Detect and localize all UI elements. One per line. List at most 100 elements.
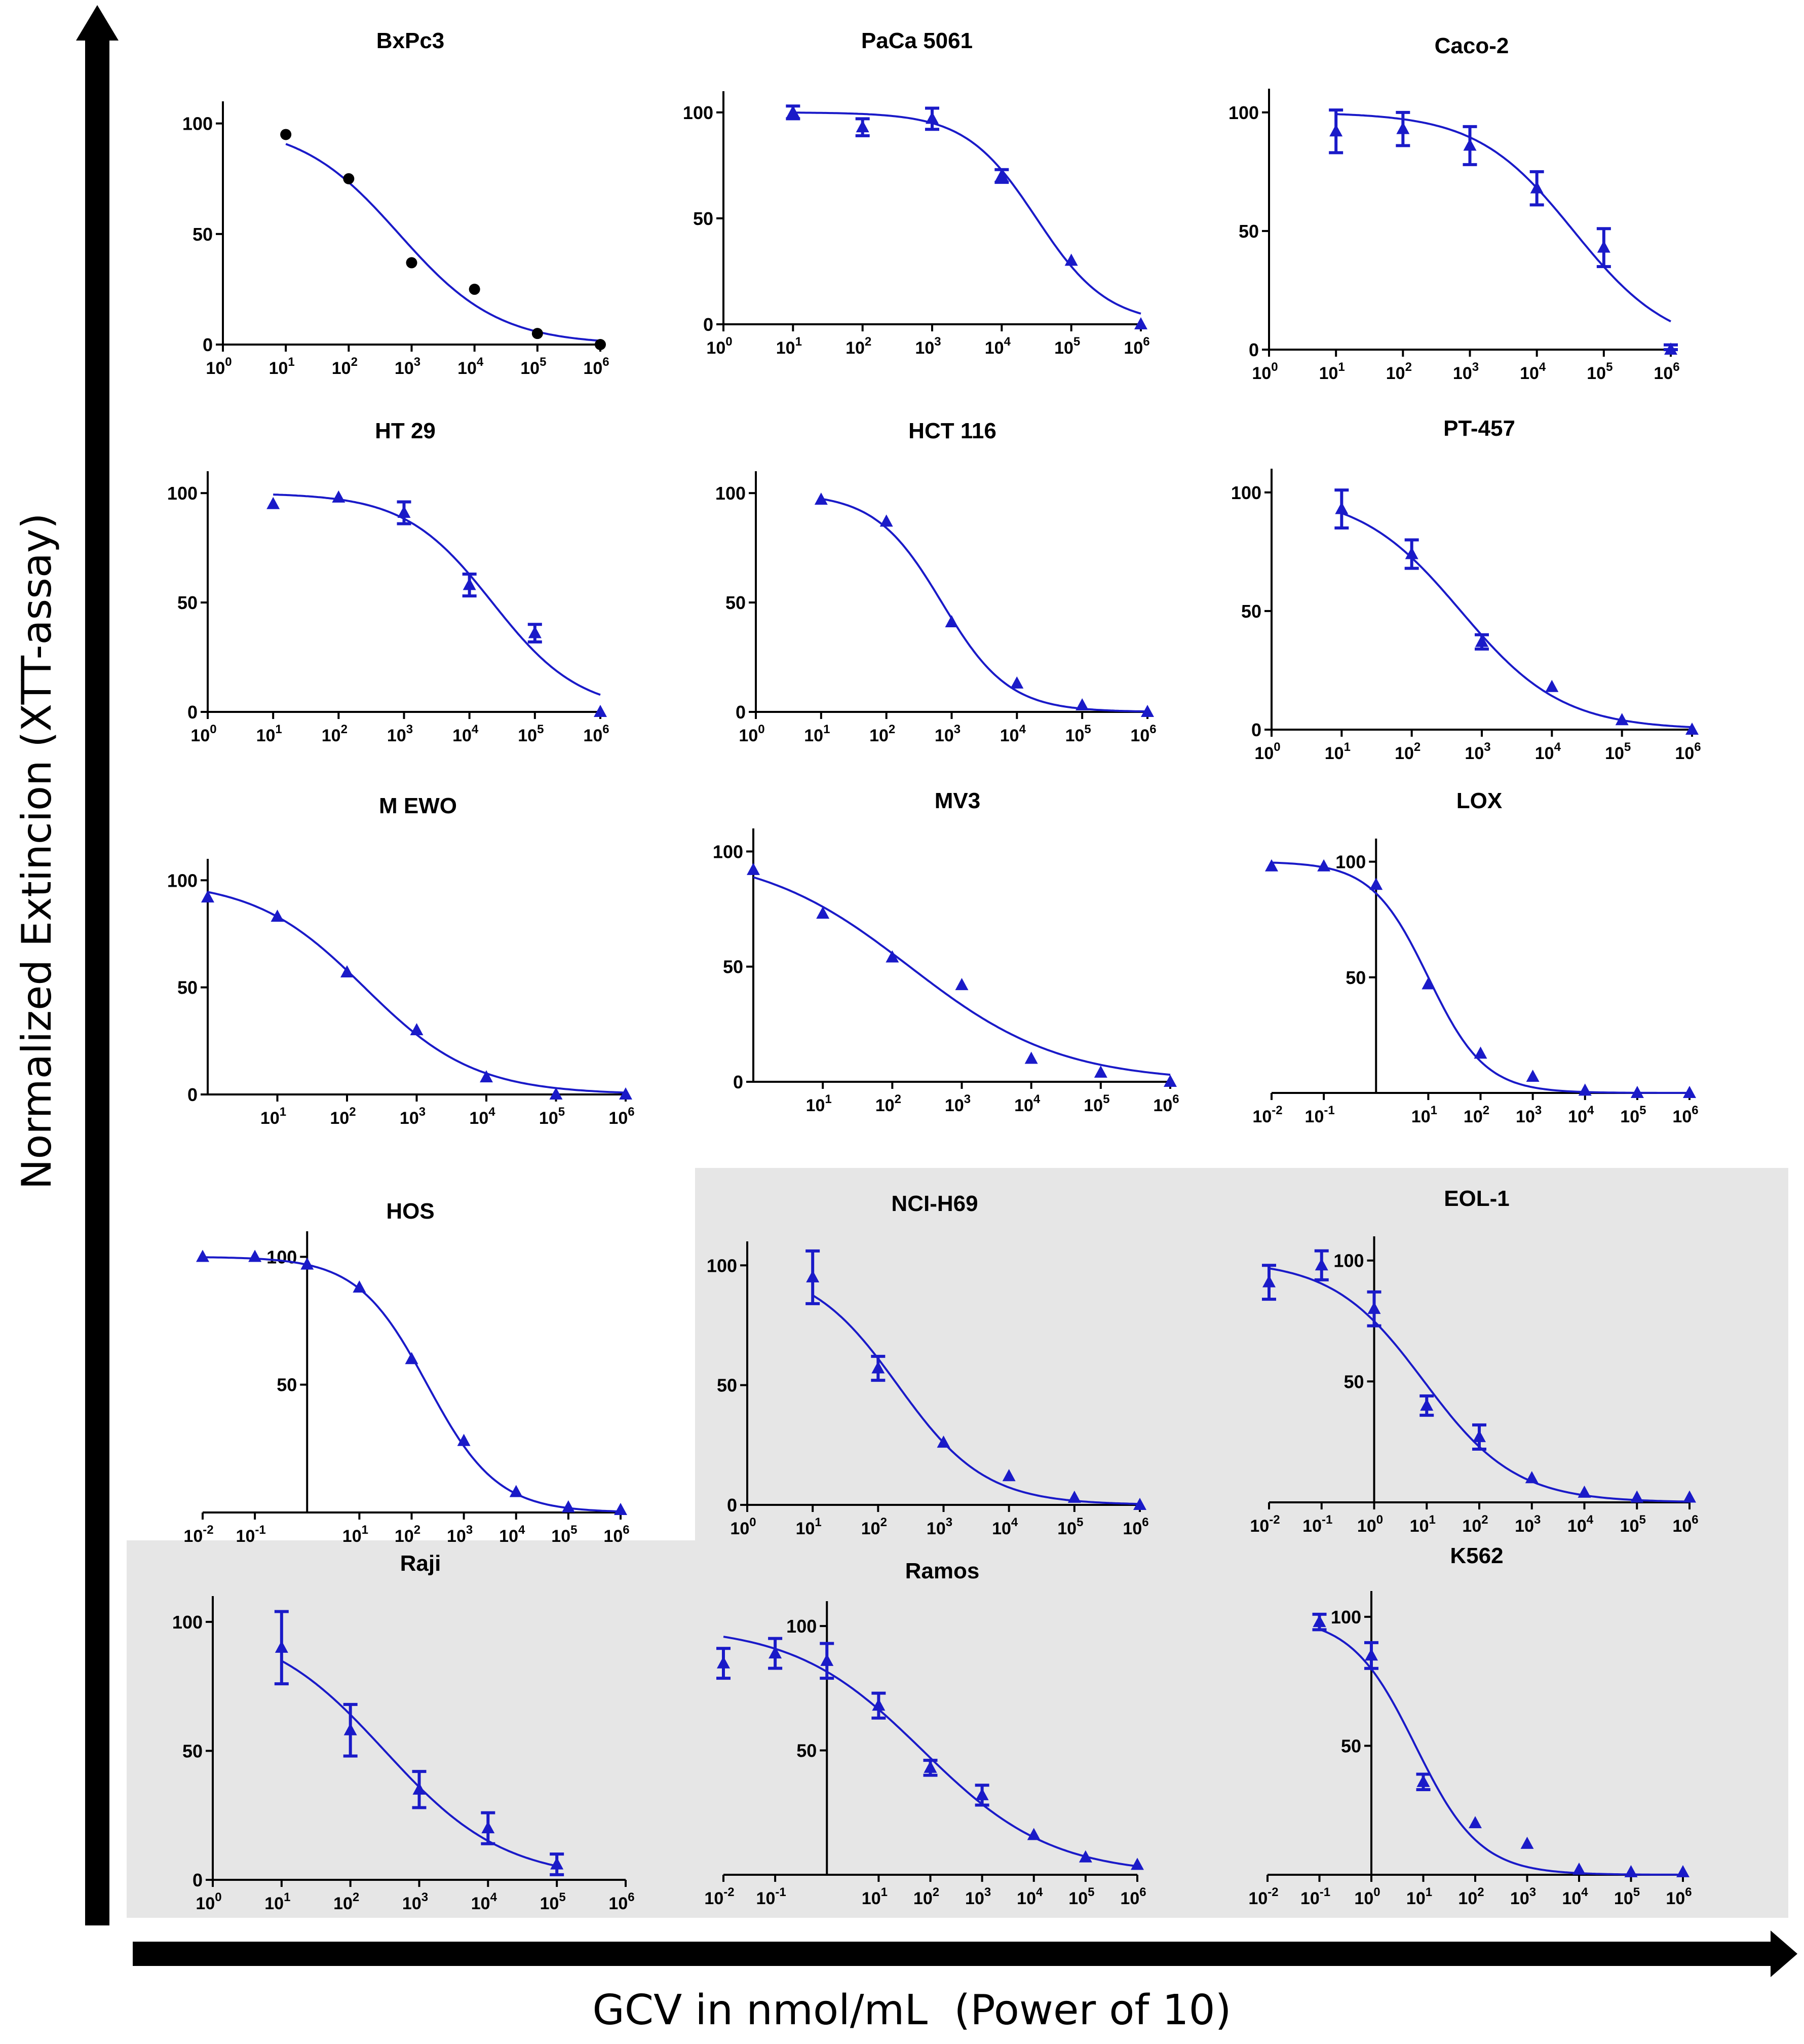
data-point	[1365, 1648, 1378, 1661]
x-tick-label: 102	[1386, 360, 1412, 383]
panel-title: BxPc3	[376, 28, 445, 53]
y-axis-arrow	[76, 5, 119, 1925]
x-tick-label: 103	[965, 1885, 991, 1908]
panel-m-ewo: M EWO 0 50 100 101 102 103 104 105 106	[167, 793, 635, 1128]
data-point	[1067, 1490, 1081, 1503]
y-tick-label: 100	[167, 483, 198, 504]
y-tick-label: 100	[1333, 1251, 1364, 1271]
data-point	[340, 965, 354, 978]
x-tick-label: 100	[190, 723, 216, 745]
x-tick-label: 103	[402, 1890, 428, 1913]
data-point	[1262, 1275, 1276, 1288]
y-tick-label: 0	[1251, 720, 1261, 740]
x-tick-label: 106	[583, 355, 609, 378]
x-tick-label: 103	[935, 723, 961, 745]
panel-hct-116: HCT 116 0 50 100 100 101 102 103 104 105 106	[715, 419, 1157, 745]
data-point	[1475, 634, 1488, 647]
x-tick-label: 101	[1319, 360, 1345, 383]
y-tick-label: 100	[1331, 1607, 1361, 1627]
x-tick-label: 106	[1153, 1092, 1179, 1115]
x-tick-label: 100	[1252, 360, 1278, 383]
data-point	[406, 257, 417, 269]
data-point	[1024, 1051, 1038, 1064]
shade-top-right	[695, 1168, 1788, 1544]
data-point	[1405, 547, 1418, 559]
panel-caco-2: Caco-2 0 50 100 100 101 102 103 104 105 106	[1229, 33, 1680, 383]
y-tick-label: 0	[187, 702, 198, 723]
x-tick-label: 106	[1120, 1885, 1146, 1908]
x-tick-label: 104	[1568, 1104, 1594, 1126]
data-point	[397, 506, 411, 518]
data-point	[614, 1502, 627, 1515]
data-point	[280, 129, 292, 140]
panel-title: PT-457	[1443, 416, 1515, 441]
data-point	[1664, 343, 1677, 355]
x-tick-label: 105	[539, 1105, 565, 1128]
x-tick-label: 102	[1464, 1104, 1489, 1126]
data-point	[412, 1782, 426, 1795]
data-point	[1094, 1065, 1107, 1078]
data-point	[1027, 1828, 1041, 1840]
x-tick-label: 102	[875, 1092, 901, 1115]
data-point	[814, 493, 828, 505]
data-point	[480, 1070, 493, 1083]
data-point	[1369, 878, 1383, 890]
x-tick-label: 105	[1068, 1885, 1094, 1908]
x-tick-label: 103	[387, 723, 413, 745]
data-point	[1317, 859, 1331, 872]
x-tick-label: 105	[1620, 1104, 1646, 1126]
y-tick-label: 50	[177, 592, 198, 613]
y-tick-label: 100	[707, 1255, 737, 1276]
data-point	[1079, 1850, 1092, 1863]
data-point	[1578, 1485, 1591, 1498]
data-point	[343, 1723, 357, 1735]
x-tick-label: 106	[1130, 723, 1156, 745]
data-point	[531, 328, 543, 339]
data-point	[1530, 181, 1544, 194]
data-point	[457, 1433, 471, 1446]
y-tick-label: 0	[703, 314, 713, 335]
data-point	[1615, 713, 1629, 726]
data-point	[1422, 977, 1435, 990]
data-point	[786, 105, 800, 118]
data-point	[995, 169, 1009, 181]
y-tick-label: 50	[277, 1375, 297, 1395]
data-point	[1416, 1774, 1430, 1787]
x-tick-label: 105	[1054, 335, 1080, 358]
panel-bxpc3: BxPc3 0 50 100 100 101 102 103 104 105 106	[182, 28, 609, 378]
x-tick-label: 103	[400, 1105, 426, 1128]
x-axis-arrow	[133, 1931, 1797, 1977]
x-tick-label: 106	[1124, 335, 1149, 358]
data-point	[1526, 1070, 1540, 1082]
data-point	[300, 1257, 314, 1270]
y-axis-title: Normalized Extincion (XTT-assay)	[13, 513, 60, 1190]
panel-title: Ramos	[905, 1559, 980, 1583]
data-point	[196, 1250, 209, 1262]
x-tick-label: 102	[330, 1105, 356, 1128]
data-point	[1335, 502, 1349, 514]
panel-ht-29: HT 29 0 50 100 100 101 102 103 104 105 106	[167, 419, 609, 745]
x-tick-label: 102	[332, 355, 358, 378]
data-point	[1520, 1836, 1534, 1849]
x-tick-label: 10-2	[1252, 1104, 1282, 1126]
x-tick-label: 101	[804, 723, 830, 745]
fit-curve	[793, 111, 1141, 315]
x-tick-label: 106	[1654, 360, 1679, 383]
y-tick-label: 50	[1346, 967, 1366, 988]
panel-title: Caco-2	[1435, 33, 1509, 58]
data-point	[1597, 240, 1610, 253]
y-tick-label: 100	[1335, 852, 1366, 873]
x-tick-label: 102	[322, 723, 348, 745]
y-tick-label: 0	[736, 702, 746, 723]
y-tick-label: 50	[717, 1375, 737, 1396]
x-tick-label: 104	[452, 723, 479, 745]
x-tick-label: 106	[583, 723, 609, 745]
data-point	[820, 1653, 834, 1666]
shade-bottom	[127, 1540, 1788, 1918]
data-point	[528, 626, 542, 638]
y-tick-label: 50	[725, 592, 746, 613]
data-point	[856, 120, 869, 133]
data-point	[872, 1698, 886, 1711]
